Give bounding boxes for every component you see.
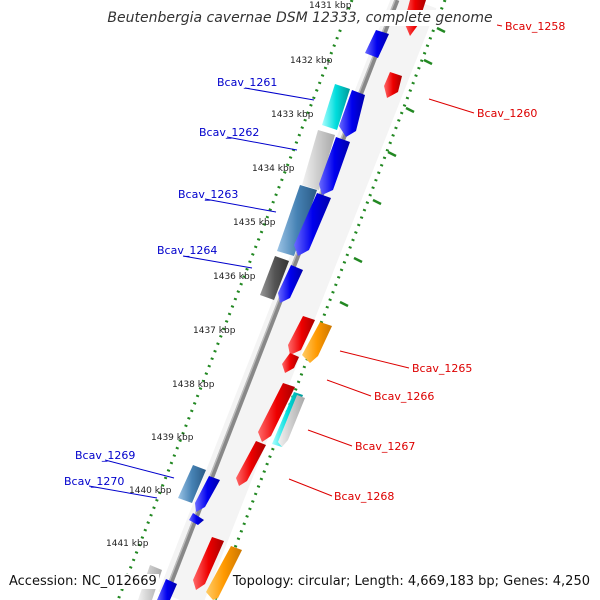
- gene-feature[interactable]: [206, 546, 242, 600]
- tick-label: 1436 kbp: [213, 272, 256, 282]
- gene-label-bcav-1262[interactable]: Bcav_1262: [199, 126, 259, 139]
- gene-feature-bcav-1262[interactable]: [302, 130, 335, 190]
- tick-label: 1439 kbp: [151, 433, 194, 443]
- gene-label-bcav-1265[interactable]: Bcav_1265: [412, 362, 472, 375]
- gene-feature[interactable]: [278, 395, 305, 447]
- tick-label: 1431 kbp: [309, 1, 352, 11]
- tick-label: 1432 kbp: [290, 56, 333, 66]
- reverse-gene-labels: Bcav_1261 Bcav_1262 Bcav_1263 Bcav_1264 …: [64, 76, 277, 488]
- gene-feature-bcav-1270[interactable]: [195, 476, 220, 512]
- gene-feature-bcav-1263[interactable]: [277, 185, 317, 256]
- gene-feature[interactable]: [294, 193, 331, 256]
- gene-feature[interactable]: [302, 322, 332, 363]
- tick-label: 1438 kbp: [172, 380, 215, 390]
- forward-strand-features: [193, 0, 426, 600]
- map-title: Beutenbergia cavernae DSM 12333, complet…: [0, 10, 600, 26]
- reverse-leader-lines: [88, 87, 315, 499]
- gene-feature-bcav-1268[interactable]: [236, 441, 266, 486]
- tick-label: 1440 kbp: [129, 486, 172, 496]
- tick-label: 1433 kbp: [271, 110, 314, 120]
- gene-label-bcav-1260[interactable]: Bcav_1260: [477, 107, 537, 120]
- gene-label-bcav-1258[interactable]: Bcav_1258: [505, 20, 565, 33]
- gene-feature-bcav-1266[interactable]: [282, 353, 299, 373]
- gene-feature-bcav-1269[interactable]: [178, 465, 206, 503]
- genome-summary-text: Topology: circular; Length: 4,669,183 bp…: [230, 574, 592, 589]
- gene-feature[interactable]: [189, 513, 204, 525]
- outer-tick-marks: [339, 26, 446, 308]
- gene-feature-bcav-1261[interactable]: [322, 84, 350, 130]
- gene-label-bcav-1267[interactable]: Bcav_1267: [355, 440, 415, 453]
- outer-tick-ring: [213, 0, 447, 600]
- reverse-strand-features: [138, 30, 389, 600]
- forward-gene-labels: Bcav_1258 Bcav_1260 Bcav_1265 Bcav_1266 …: [334, 20, 565, 503]
- gene-label-bcav-1269[interactable]: Bcav_1269: [75, 449, 135, 462]
- inner-tick-ring: [116, 0, 354, 600]
- gene-feature[interactable]: [157, 579, 177, 600]
- gene-feature-bcav-1260[interactable]: [384, 72, 402, 98]
- gene-feature[interactable]: [365, 30, 389, 58]
- gene-feature[interactable]: [193, 537, 224, 590]
- gene-label-bcav-1263[interactable]: Bcav_1263: [178, 188, 238, 201]
- gene-feature-bcav-1264[interactable]: [260, 256, 289, 300]
- gene-feature-bcav-1265[interactable]: [288, 316, 315, 355]
- gene-label-bcav-1261[interactable]: Bcav_1261: [217, 76, 277, 89]
- tick-label: 1434 kbp: [252, 164, 295, 174]
- tick-label: 1435 kbp: [233, 218, 276, 228]
- gene-feature[interactable]: [258, 383, 295, 442]
- gene-feature[interactable]: [339, 90, 365, 137]
- gene-label-bcav-1268[interactable]: Bcav_1268: [334, 490, 394, 503]
- tick-label: 1441 kbp: [106, 539, 149, 549]
- gene-label-bcav-1270[interactable]: Bcav_1270: [64, 475, 124, 488]
- gene-feature[interactable]: [319, 137, 350, 195]
- backbone-halo: [158, 0, 437, 600]
- gene-feature[interactable]: [278, 265, 303, 303]
- tick-label: 1437 kbp: [193, 326, 236, 336]
- map-title-text: Beutenbergia cavernae DSM 12333, complet…: [103, 10, 497, 26]
- gene-label-bcav-1266[interactable]: Bcav_1266: [374, 390, 434, 403]
- tick-label-group: 1431 kbp 1432 kbp 1433 kbp 1434 kbp 1435…: [106, 1, 352, 549]
- gene-label-bcav-1264[interactable]: Bcav_1264: [157, 244, 217, 257]
- accession-text: Accession: NC_012669: [7, 574, 159, 589]
